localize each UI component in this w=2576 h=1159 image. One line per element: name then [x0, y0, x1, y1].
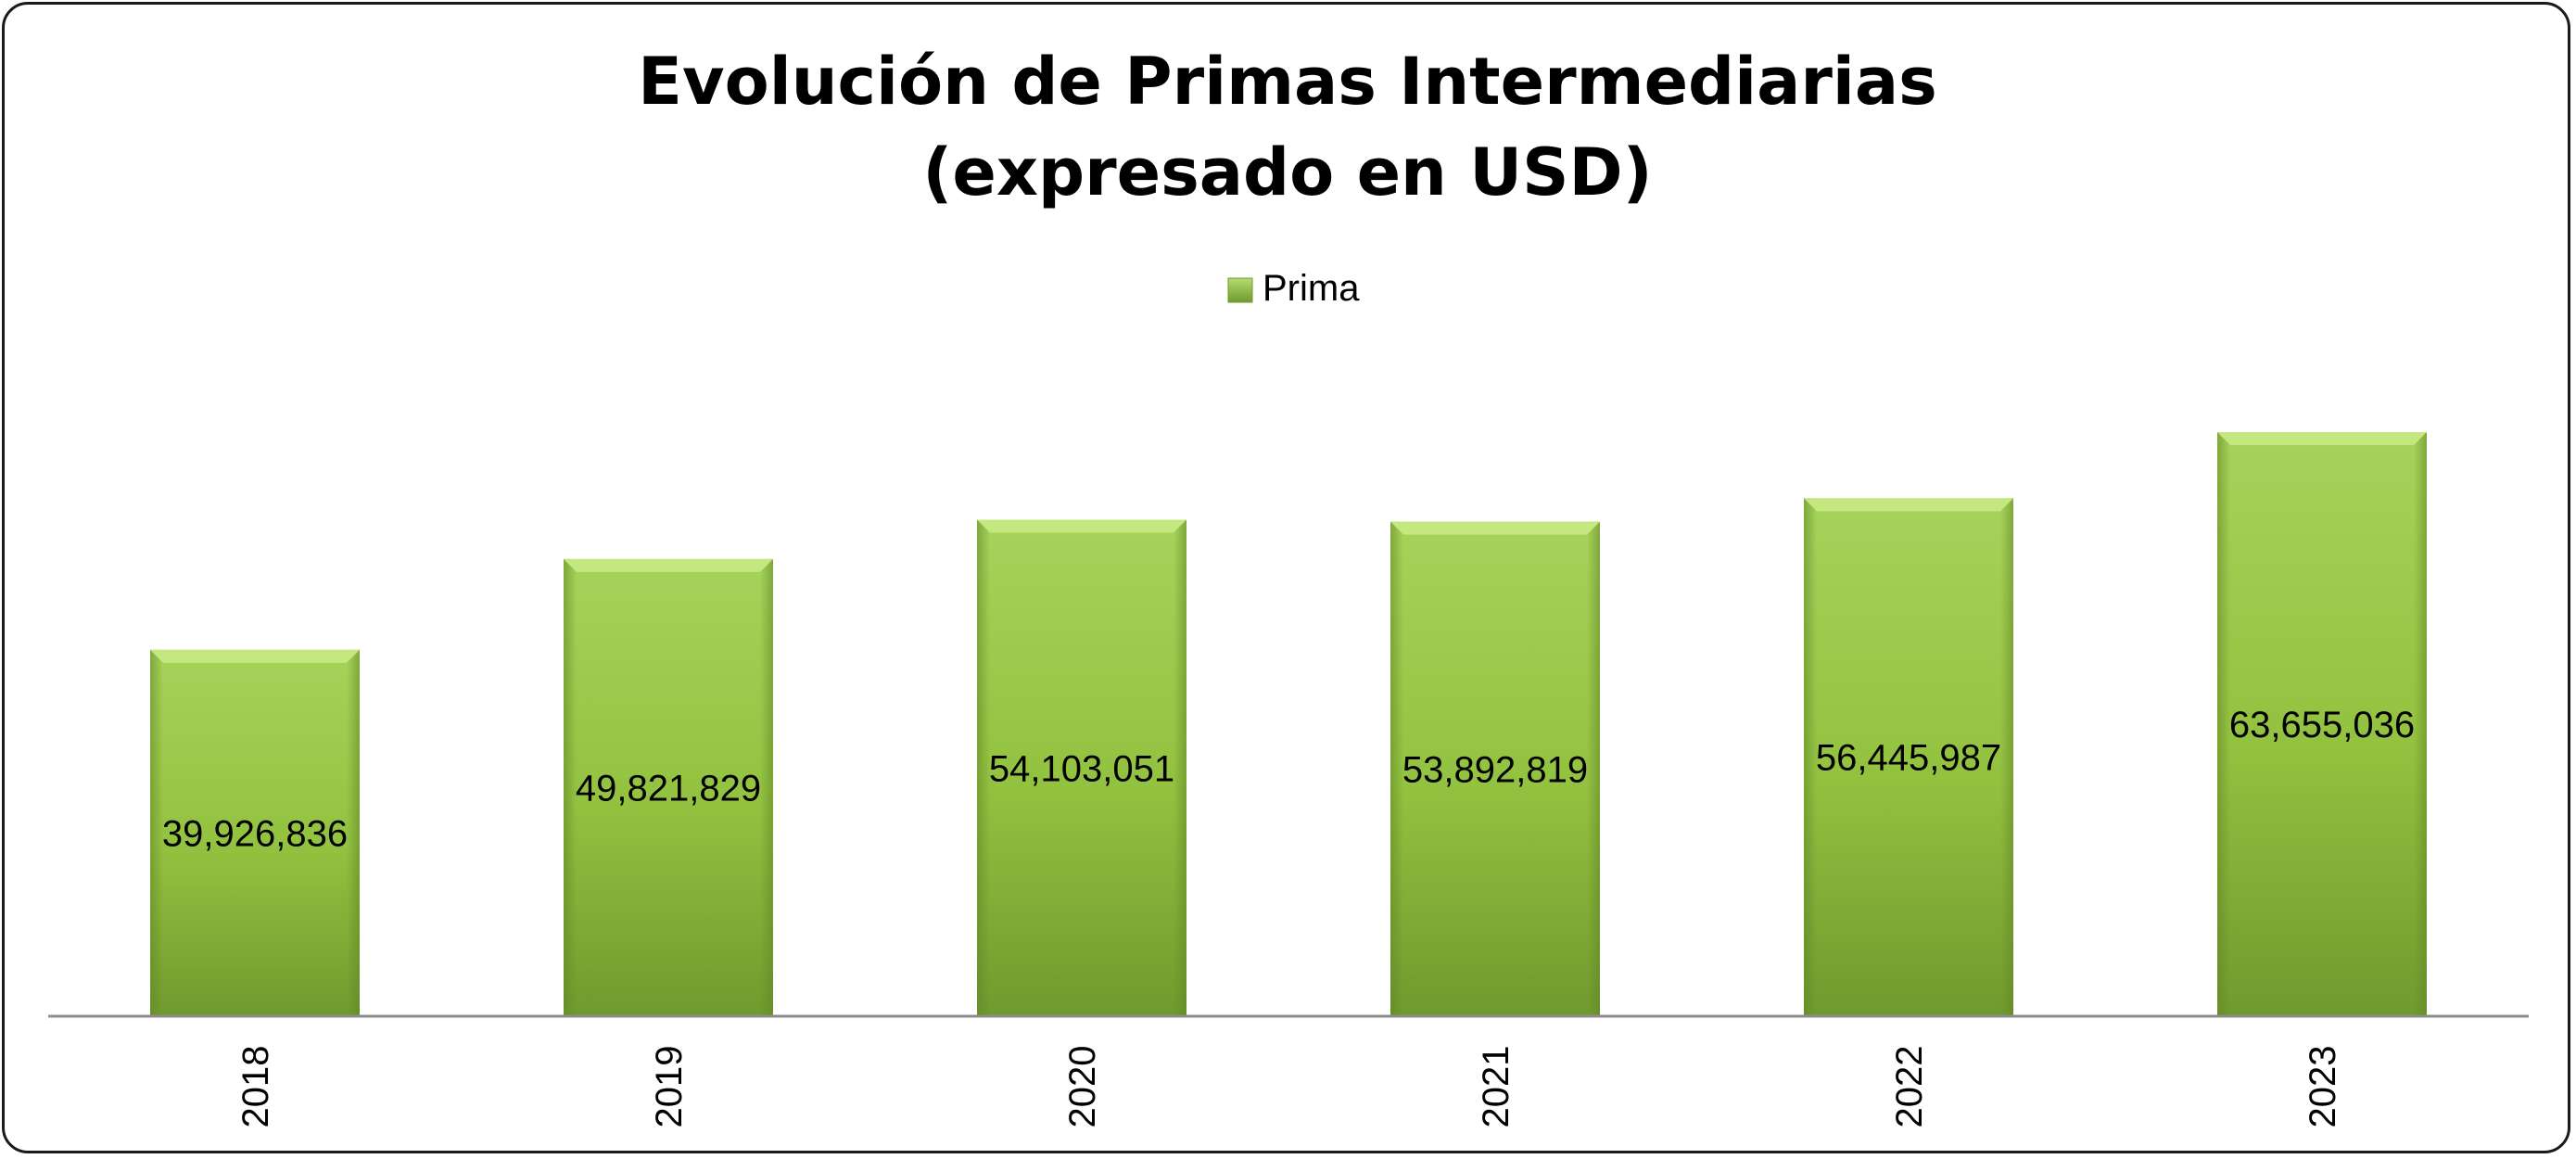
bar-bevel-right	[2000, 498, 2013, 1016]
bar-bevel-right	[760, 558, 773, 1016]
bar-2021	[1390, 521, 1600, 1016]
x-tick-label-2018: 2018	[235, 1046, 276, 1128]
bar-2023	[2217, 432, 2427, 1016]
data-label-2019: 49,821,829	[576, 768, 761, 809]
bar-bevel-left	[1804, 498, 1817, 1016]
x-tick-label-2023: 2023	[2303, 1046, 2343, 1128]
bar-bevel-top	[977, 519, 1186, 533]
bar-bevel-top	[1804, 498, 2013, 512]
x-tick-label-2022: 2022	[1889, 1046, 1930, 1128]
bar-bevel-right	[1587, 521, 1600, 1016]
data-label-2021: 53,892,819	[1402, 749, 1588, 790]
x-tick-label-2020: 2020	[1062, 1046, 1103, 1128]
bar-body	[150, 649, 360, 1016]
bar-bevel-top	[2217, 432, 2427, 445]
legend-swatch-prima	[1227, 277, 1253, 303]
bar-body	[2217, 432, 2427, 1016]
chart-title-line-1: Evolución de Primas Intermediarias	[638, 44, 1937, 120]
bar-bevel-left	[150, 649, 163, 1016]
bar-2022	[1804, 498, 2013, 1016]
bar-bevel-top	[150, 649, 360, 663]
bar-body	[977, 519, 1186, 1016]
bars-group	[150, 432, 2427, 1016]
bar-bevel-left	[2217, 432, 2230, 1016]
bar-2019	[564, 558, 773, 1016]
data-label-2022: 56,445,987	[1816, 738, 2001, 779]
bar-bevel-right	[1174, 519, 1186, 1016]
bar-bevel-right	[347, 649, 360, 1016]
bar-bevel-left	[564, 558, 577, 1016]
bar-body	[564, 558, 773, 1016]
legend-label-prima: Prima	[1263, 268, 1360, 309]
bar-2018	[150, 649, 360, 1016]
bar-bevel-left	[977, 519, 990, 1016]
bar-body	[1804, 498, 2013, 1016]
x-axis-ticks-group: 2018 2019 2020 2021 2022 2023	[235, 1046, 2343, 1128]
data-label-2018: 39,926,836	[162, 813, 348, 854]
bar-body	[1390, 521, 1600, 1016]
data-label-2023: 63,655,036	[2229, 705, 2415, 745]
bar-2020	[977, 519, 1186, 1016]
bar-bevel-top	[1390, 521, 1600, 535]
chart-title-line-2: (expresado en USD)	[922, 134, 1652, 210]
bar-bevel-left	[1390, 521, 1403, 1016]
data-labels-group: 39,926,836 49,821,829 54,103,051 53,892,819…	[162, 705, 2415, 854]
data-label-2020: 54,103,051	[989, 748, 1174, 789]
legend: Prima	[1227, 268, 1360, 309]
x-tick-label-2021: 2021	[1476, 1046, 1516, 1128]
bar-bevel-right	[2414, 432, 2427, 1016]
x-tick-label-2019: 2019	[649, 1046, 690, 1128]
bar-bevel-top	[564, 558, 773, 572]
